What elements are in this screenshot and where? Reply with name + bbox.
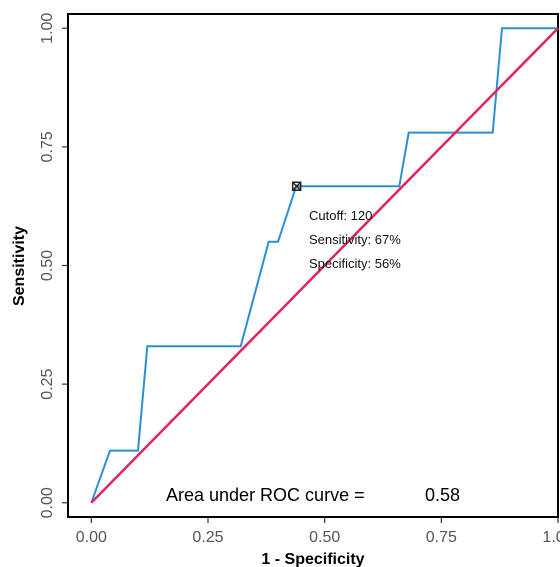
cutoff-marker (291, 181, 302, 192)
x-axis-label: 1 - Specificity (261, 551, 364, 567)
series-layer (90, 27, 559, 504)
annotation-cutoff: Cutoff: 120 (309, 208, 372, 223)
y-axis-ticks: 0.00 0.25 0.50 0.75 1.00 (39, 13, 68, 518)
auc-label: Area under ROC curve = (166, 485, 365, 505)
cutoff-marker-cross-b (292, 181, 302, 191)
x-tick-label: 0.50 (309, 529, 340, 546)
y-tick-label: 0.00 (39, 487, 56, 518)
y-tick-label: 0.75 (39, 131, 56, 162)
x-axis-ticks: 0.00 0.25 0.50 0.75 1.00 (76, 517, 560, 546)
y-axis-label: Sensitivity (11, 226, 28, 306)
x-tick-label: 0.75 (426, 529, 457, 546)
y-tick-label: 1.00 (39, 13, 56, 44)
annotation-specificity: Specificity: 56% (309, 256, 401, 271)
annotation-sensitivity: Sensitivity: 67% (309, 232, 401, 247)
auc-value: 0.58 (425, 485, 460, 505)
roc-curve-line (90, 27, 558, 504)
reference-diagonal-line (90, 27, 559, 504)
x-tick-label: 0.25 (192, 529, 223, 546)
x-tick-label: 0.00 (76, 529, 107, 546)
x-tick-label: 1.00 (542, 529, 560, 546)
y-tick-label: 0.50 (39, 250, 56, 281)
y-tick-label: 0.25 (39, 368, 56, 399)
marker-layer (291, 181, 302, 192)
